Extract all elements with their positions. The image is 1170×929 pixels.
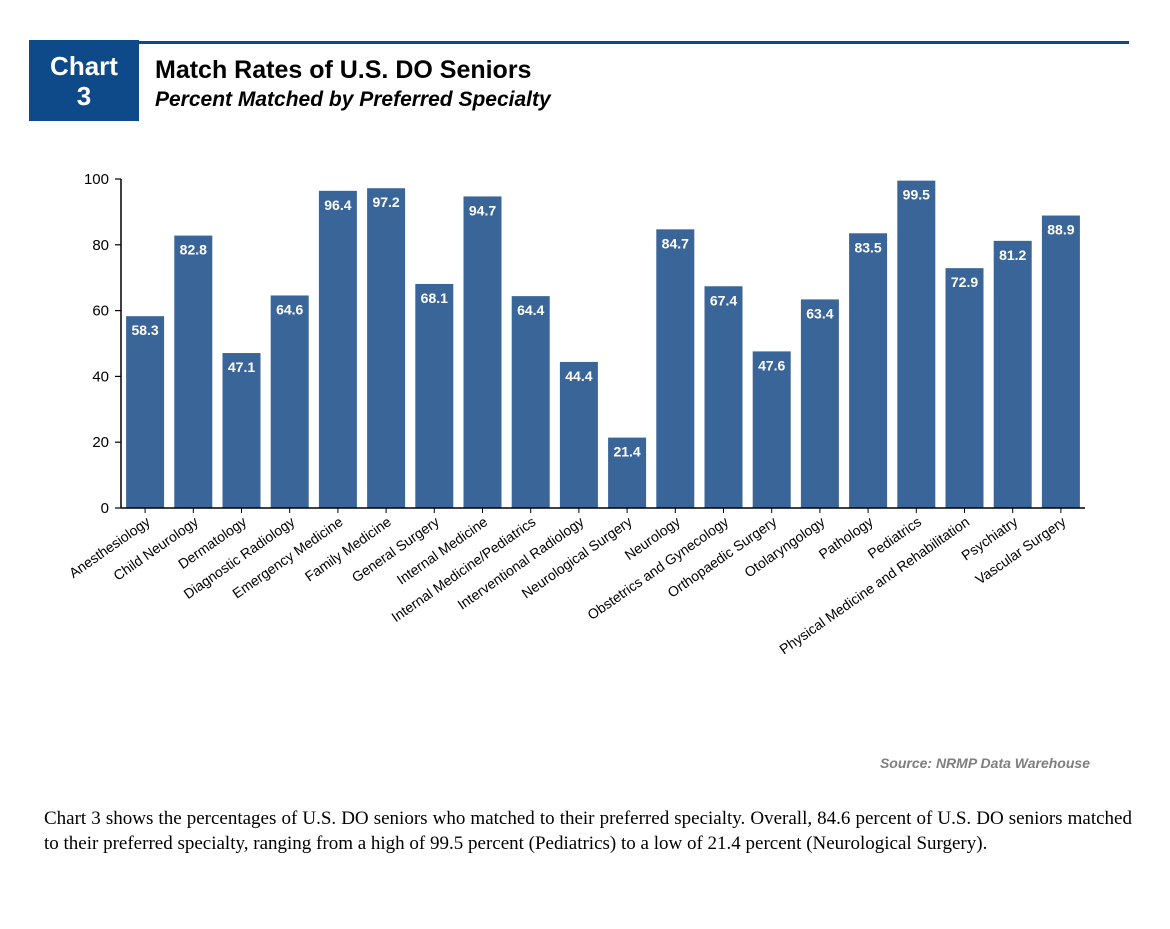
- data-label: 81.2: [999, 247, 1026, 263]
- data-label: 82.8: [180, 242, 207, 258]
- y-tick-label: 20: [92, 434, 109, 451]
- data-label: 21.4: [613, 444, 640, 460]
- bar: [174, 235, 213, 508]
- data-label: 68.1: [421, 290, 448, 306]
- bar: [752, 351, 791, 508]
- header-rule: [139, 41, 1129, 44]
- bar: [800, 299, 839, 508]
- bar-chart: 02040608010058.3Anesthesiology82.8Child …: [66, 171, 1085, 657]
- bar: [367, 188, 406, 508]
- data-label: 83.5: [854, 239, 881, 255]
- y-tick-label: 60: [92, 303, 109, 320]
- data-label: 99.5: [903, 187, 930, 203]
- data-label: 64.6: [276, 301, 303, 317]
- y-tick-label: 100: [84, 171, 109, 188]
- category-label: Pathology: [816, 513, 876, 562]
- bar: [704, 286, 743, 508]
- data-label: 63.4: [806, 305, 833, 321]
- bar: [463, 196, 502, 508]
- chart-number-badge: Chart 3: [29, 40, 139, 121]
- bar: [270, 295, 309, 508]
- data-label: 47.6: [758, 357, 785, 373]
- data-label: 96.4: [324, 197, 351, 213]
- bar: [897, 180, 936, 508]
- bar: [318, 190, 357, 508]
- bar: [993, 240, 1032, 508]
- data-label: 47.1: [228, 359, 255, 375]
- chart-caption: Chart 3 shows the percentages of U.S. DO…: [44, 808, 1132, 854]
- bar: [126, 316, 165, 508]
- bar: [559, 361, 598, 508]
- badge-label: Chart: [50, 50, 118, 81]
- y-tick-label: 0: [101, 500, 109, 517]
- bar: [222, 353, 261, 508]
- data-label: 67.4: [710, 292, 737, 308]
- bar: [656, 229, 695, 508]
- bar: [849, 233, 888, 508]
- data-label: 88.9: [1047, 222, 1074, 238]
- data-label: 44.4: [565, 368, 592, 384]
- source-note: Source: NRMP Data Warehouse: [879, 755, 1090, 771]
- data-label: 64.4: [517, 302, 544, 318]
- bar: [511, 296, 550, 508]
- data-label: 84.7: [662, 235, 689, 251]
- chart-title: Match Rates of U.S. DO Seniors: [155, 56, 532, 84]
- data-label: 97.2: [372, 194, 399, 210]
- chart-subtitle: Percent Matched by Preferred Specialty: [155, 88, 551, 111]
- data-label: 72.9: [951, 274, 978, 290]
- data-label: 58.3: [131, 322, 158, 338]
- badge-number: 3: [76, 80, 92, 111]
- category-label: Vascular Surgery: [972, 513, 1068, 587]
- data-label: 94.7: [469, 202, 496, 218]
- bar: [608, 437, 647, 508]
- category-label: Family Medicine: [302, 513, 394, 584]
- y-tick-label: 80: [92, 237, 109, 254]
- bar: [415, 283, 454, 508]
- category-label: Child Neurology: [110, 513, 201, 583]
- bar: [945, 268, 984, 508]
- bar: [1041, 215, 1080, 509]
- y-tick-label: 40: [92, 368, 109, 385]
